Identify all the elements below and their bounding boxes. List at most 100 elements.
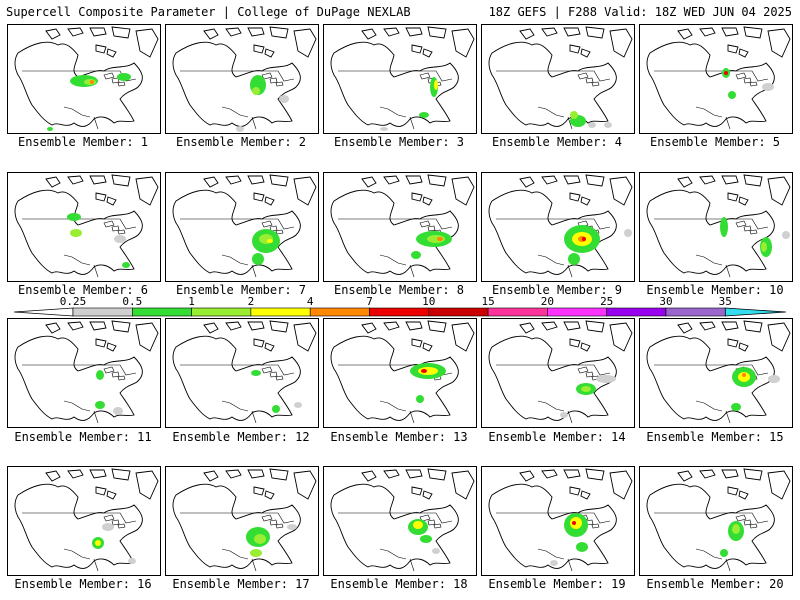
scp-contour (560, 412, 568, 418)
member-label: Ensemble Member: 20 (646, 577, 784, 591)
coastline (411, 338, 423, 348)
coastline (427, 26, 447, 39)
great-lake (591, 81, 600, 87)
great-lake (261, 366, 273, 374)
country-border (537, 254, 565, 266)
coastline (269, 320, 289, 333)
scp-contour (568, 253, 580, 265)
great-lake (419, 220, 431, 228)
colorbar-underflow (13, 307, 74, 317)
country-border (221, 254, 249, 266)
north-america-map (646, 468, 791, 572)
great-lake (117, 81, 126, 87)
ensemble-member-map (639, 318, 793, 428)
coastline (203, 322, 219, 334)
country-border (221, 400, 249, 412)
scp-contour (572, 521, 576, 525)
great-lake (111, 225, 120, 232)
country-border (725, 264, 731, 278)
coastline (89, 175, 107, 185)
colorbar-tick-label: 1 (188, 296, 195, 308)
ensemble-member-map (481, 24, 635, 134)
scp-contour (427, 235, 445, 243)
scp-contour (588, 122, 596, 128)
country-border (338, 70, 453, 82)
country-border (93, 264, 99, 278)
coastline (95, 44, 107, 54)
country-border (496, 512, 611, 524)
coastline (646, 189, 775, 275)
country-border (93, 116, 99, 130)
coastline (743, 468, 763, 481)
great-lake (735, 72, 747, 80)
colorbar-segment (428, 307, 489, 317)
coastline (405, 175, 423, 185)
coastline (585, 468, 605, 481)
coastline (330, 189, 459, 275)
coastline (488, 335, 617, 421)
colorbar: 0.25 0.5 1 2 4 7 10 15 20 25 30 35 (13, 296, 787, 317)
country-border (338, 512, 453, 524)
coastline (451, 176, 475, 206)
scp-contour (432, 548, 440, 554)
north-america-map (330, 174, 475, 278)
coastline (172, 189, 301, 275)
scp-contour (720, 217, 728, 237)
scp-contour (604, 122, 612, 128)
colorbar-segment (606, 307, 667, 317)
scp-contour (576, 542, 588, 552)
colorbar-segment (547, 307, 608, 317)
coastline (225, 469, 242, 479)
country-border (695, 254, 723, 266)
scp-contour (252, 87, 260, 95)
coastline (609, 470, 633, 500)
colorbar-tick-label: 0.25 (60, 296, 87, 308)
coastline (519, 28, 535, 40)
scp-contour (768, 375, 780, 383)
coastline (519, 470, 535, 482)
coastline (411, 192, 423, 202)
coastline (361, 28, 377, 40)
coastline (488, 189, 617, 275)
country-border (251, 410, 257, 424)
country-border (567, 116, 573, 130)
coastline (203, 28, 219, 40)
coastline (699, 27, 716, 37)
country-border (180, 512, 295, 524)
great-lake (111, 371, 120, 378)
coastline (95, 486, 107, 496)
north-america-map (330, 468, 475, 572)
scp-contour (761, 242, 767, 252)
scp-contour (582, 237, 586, 241)
ensemble-member-map (7, 318, 161, 428)
coastline (253, 44, 265, 54)
coastline (488, 41, 617, 127)
colorbar-tick-label: 30 (659, 296, 672, 308)
scp-contour (251, 370, 261, 376)
coastline (738, 48, 749, 58)
coastline (427, 174, 447, 187)
great-lake (577, 366, 589, 374)
coastline (427, 468, 447, 481)
coastline (293, 28, 317, 58)
great-lake (103, 514, 115, 522)
coastline (646, 335, 775, 421)
coastline (609, 322, 633, 352)
great-lake (261, 220, 273, 228)
coastline (330, 483, 459, 569)
ensemble-member-map (323, 24, 477, 134)
coastline (106, 48, 117, 58)
great-lake (749, 81, 758, 87)
coastline (451, 322, 475, 352)
coastline (541, 469, 558, 479)
great-lake (117, 229, 126, 235)
run-valid-time: 18Z GEFS | F288 Valid: 18Z WED JUN 04 20… (488, 5, 792, 19)
great-lake (427, 519, 436, 526)
great-lake (117, 375, 126, 381)
great-lake (749, 229, 758, 235)
north-america-map (330, 26, 475, 131)
member-label: Ensemble Member: 14 (488, 430, 626, 444)
member-label: Ensemble Member: 19 (488, 577, 626, 591)
coastline (743, 26, 763, 39)
ensemble-member-map (7, 466, 161, 576)
